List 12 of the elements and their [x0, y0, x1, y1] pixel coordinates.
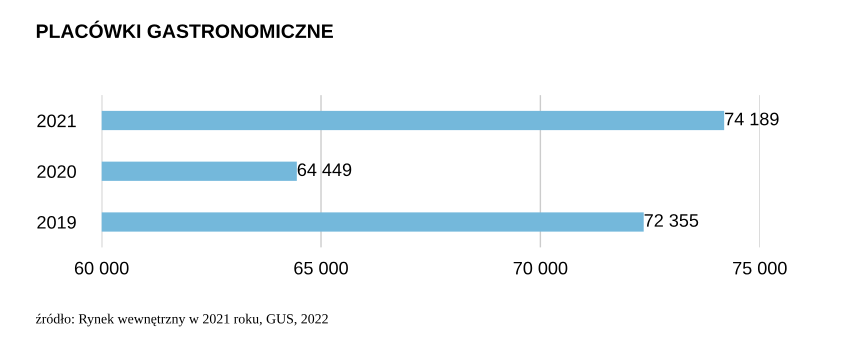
y-tick-label: 2019: [37, 216, 76, 229]
x-tick-label: 70 000: [514, 262, 568, 275]
data-label: 64 449: [298, 163, 352, 176]
data-label: 74 189: [725, 112, 779, 126]
y-tick-label: 2021: [37, 114, 76, 128]
chart-title: PLACÓWKI GASTRONOMICZNE: [36, 20, 333, 38]
y-tick-label: 2020: [37, 165, 76, 178]
x-tick-label: 60 000: [74, 262, 129, 275]
data-label: 72 355: [644, 214, 698, 227]
text: źródło: Rynek wewnętrzny w 2021 roku, GUS, 2022: [36, 314, 328, 326]
x-tick-label: 65 000: [294, 262, 348, 275]
x-tick-label: 75 000: [733, 262, 787, 275]
